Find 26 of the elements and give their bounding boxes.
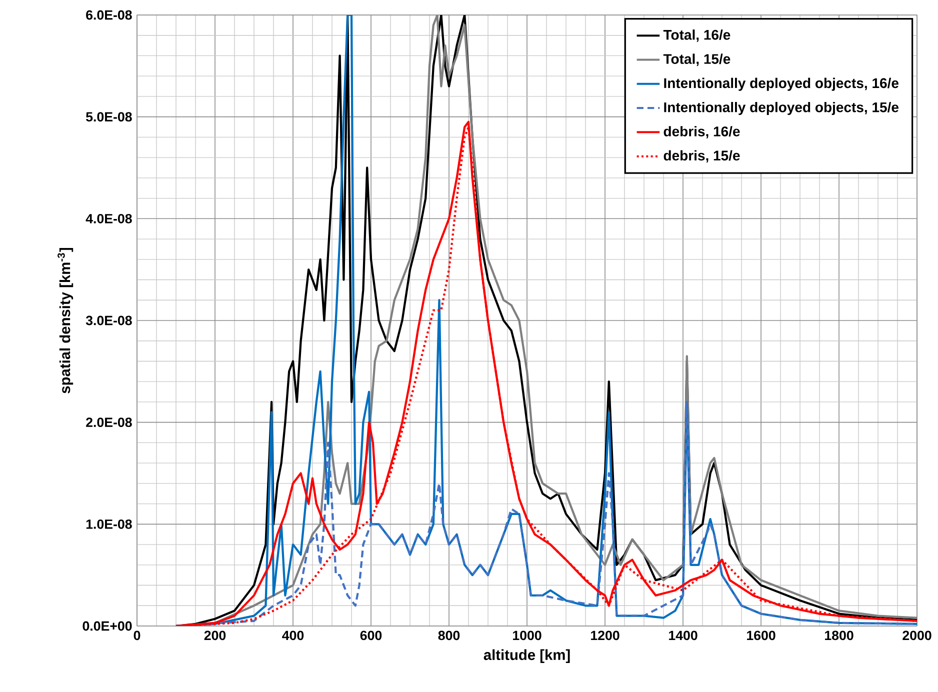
y-tick-label: 2.0E-08 [86, 418, 132, 428]
x-tick-label: 800 [438, 630, 460, 640]
y-tick-label: 0.0E+00 [82, 621, 132, 631]
x-tick-label: 1800 [825, 630, 854, 640]
y-tick-label: 5.0E-08 [86, 112, 132, 122]
y-tick-label: 4.0E-08 [86, 214, 132, 224]
legend-label: Total, 16/e [663, 30, 730, 42]
x-tick-label: 2000 [902, 630, 932, 640]
x-tick-label: 1000 [513, 630, 542, 640]
legend-label: debris, 15/e [664, 150, 740, 163]
x-tick-label: 1600 [747, 630, 776, 640]
x-tick-label: 200 [204, 630, 226, 640]
legend-label: Total, 15/e [663, 54, 730, 66]
y-tick-label: 3.0E-08 [86, 316, 132, 326]
x-tick-label: 400 [282, 630, 304, 640]
x-tick-label: 1400 [669, 630, 698, 640]
x-tick-label: 0 [134, 630, 140, 640]
legend-label: debris, 16/e [664, 126, 740, 138]
y-tick-label: 6.0E-08 [86, 10, 132, 20]
legend-label: Intentionally deployed objects, 16/e [664, 78, 898, 91]
y-axis-title: spatial density [km$^{-3}$] [58, 248, 74, 394]
x-tick-label: 600 [360, 630, 382, 640]
y-tick-label: 1.0E-08 [86, 519, 132, 529]
x-tick-label: 1200 [591, 630, 620, 640]
x-axis-title: altitude [km] [484, 649, 570, 663]
legend-label: Intentionally deployed objects, 15/e [664, 102, 898, 116]
